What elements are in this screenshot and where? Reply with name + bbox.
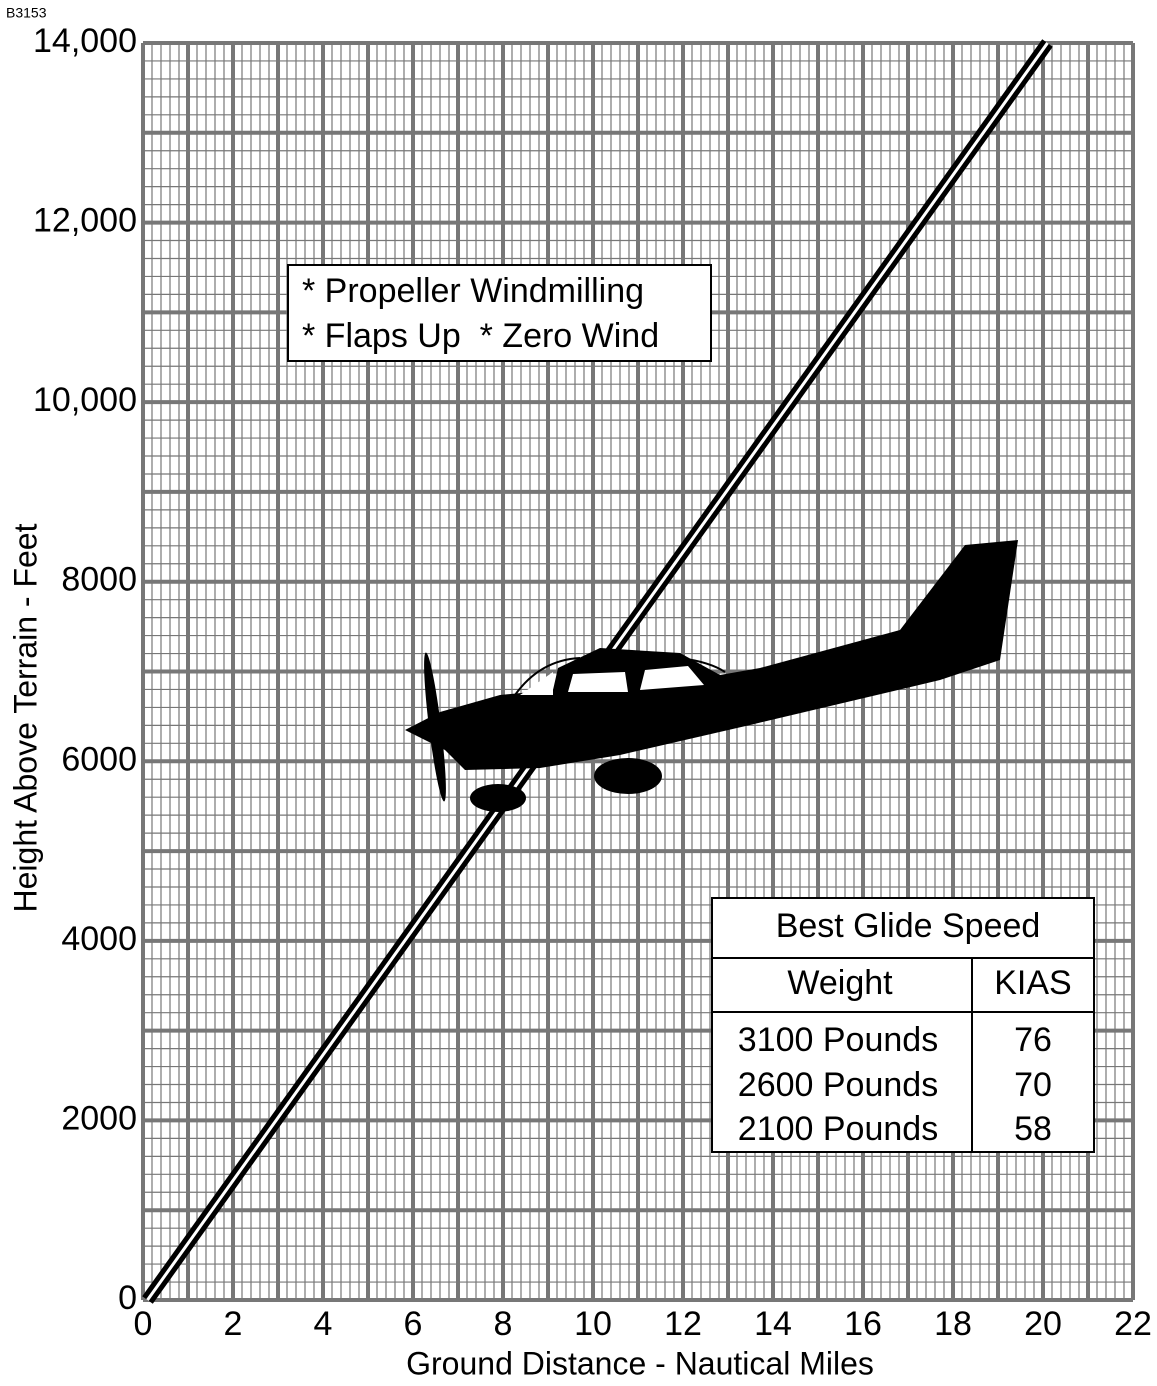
x-tick-label: 0 xyxy=(134,1305,153,1343)
airplane-body xyxy=(405,540,1018,770)
y-tick-label: 0 xyxy=(118,1279,137,1317)
y-tick-label: 10,000 xyxy=(33,381,137,419)
x-tick-label: 22 xyxy=(1114,1305,1152,1343)
table-header: KIAS xyxy=(994,964,1071,1002)
airplane-wheel xyxy=(470,784,526,812)
x-tick-label: 16 xyxy=(844,1305,882,1343)
y-tick-label: 14,000 xyxy=(33,22,137,60)
annotation: * Propeller Windmilling xyxy=(302,272,644,310)
x-tick-label: 10 xyxy=(574,1305,612,1343)
y-tick-label: 6000 xyxy=(61,740,137,778)
table-box xyxy=(711,897,1095,1153)
table-cell: 3100 Pounds xyxy=(738,1021,938,1059)
x-tick-label: 6 xyxy=(404,1305,423,1343)
table-cell: 76 xyxy=(1014,1021,1052,1059)
table-title: Best Glide Speed xyxy=(776,907,1041,945)
x-tick-label: 4 xyxy=(314,1305,333,1343)
annotation-box xyxy=(287,264,712,362)
annotation: * Flaps Up * Zero Wind xyxy=(302,317,659,355)
table-cell: 2100 Pounds xyxy=(738,1110,938,1148)
x-tick-label: 18 xyxy=(934,1305,972,1343)
airplane-propeller xyxy=(424,652,446,802)
glide-table: Best Glide Speed Weight KIAS 3100 Pounds… xyxy=(711,897,1095,1153)
figure-id: B3153 xyxy=(6,5,47,21)
airplane-window xyxy=(520,666,704,695)
airplane xyxy=(405,540,1018,812)
table-cell: 2600 Pounds xyxy=(738,1066,938,1104)
x-tick-label: 14 xyxy=(754,1305,792,1343)
table-header: Weight xyxy=(787,964,893,1002)
x-tick-label: 12 xyxy=(664,1305,702,1343)
table-cell: 70 xyxy=(1014,1066,1052,1104)
airplane-wheel xyxy=(594,758,662,794)
x-axis-title: Ground Distance - Nautical Miles xyxy=(406,1345,874,1381)
x-tick-label: 20 xyxy=(1024,1305,1062,1343)
x-tick-label: 8 xyxy=(494,1305,513,1343)
y-axis-title: Height Above Terrain - Feet xyxy=(7,523,43,912)
y-tick-label: 4000 xyxy=(61,920,137,958)
y-tick-label: 12,000 xyxy=(33,202,137,240)
y-tick-label: 2000 xyxy=(61,1099,137,1137)
airplane-canopy xyxy=(514,657,726,696)
x-tick-label: 2 xyxy=(224,1305,243,1343)
y-tick-label: 8000 xyxy=(61,561,137,599)
table-cell: 58 xyxy=(1014,1110,1052,1148)
